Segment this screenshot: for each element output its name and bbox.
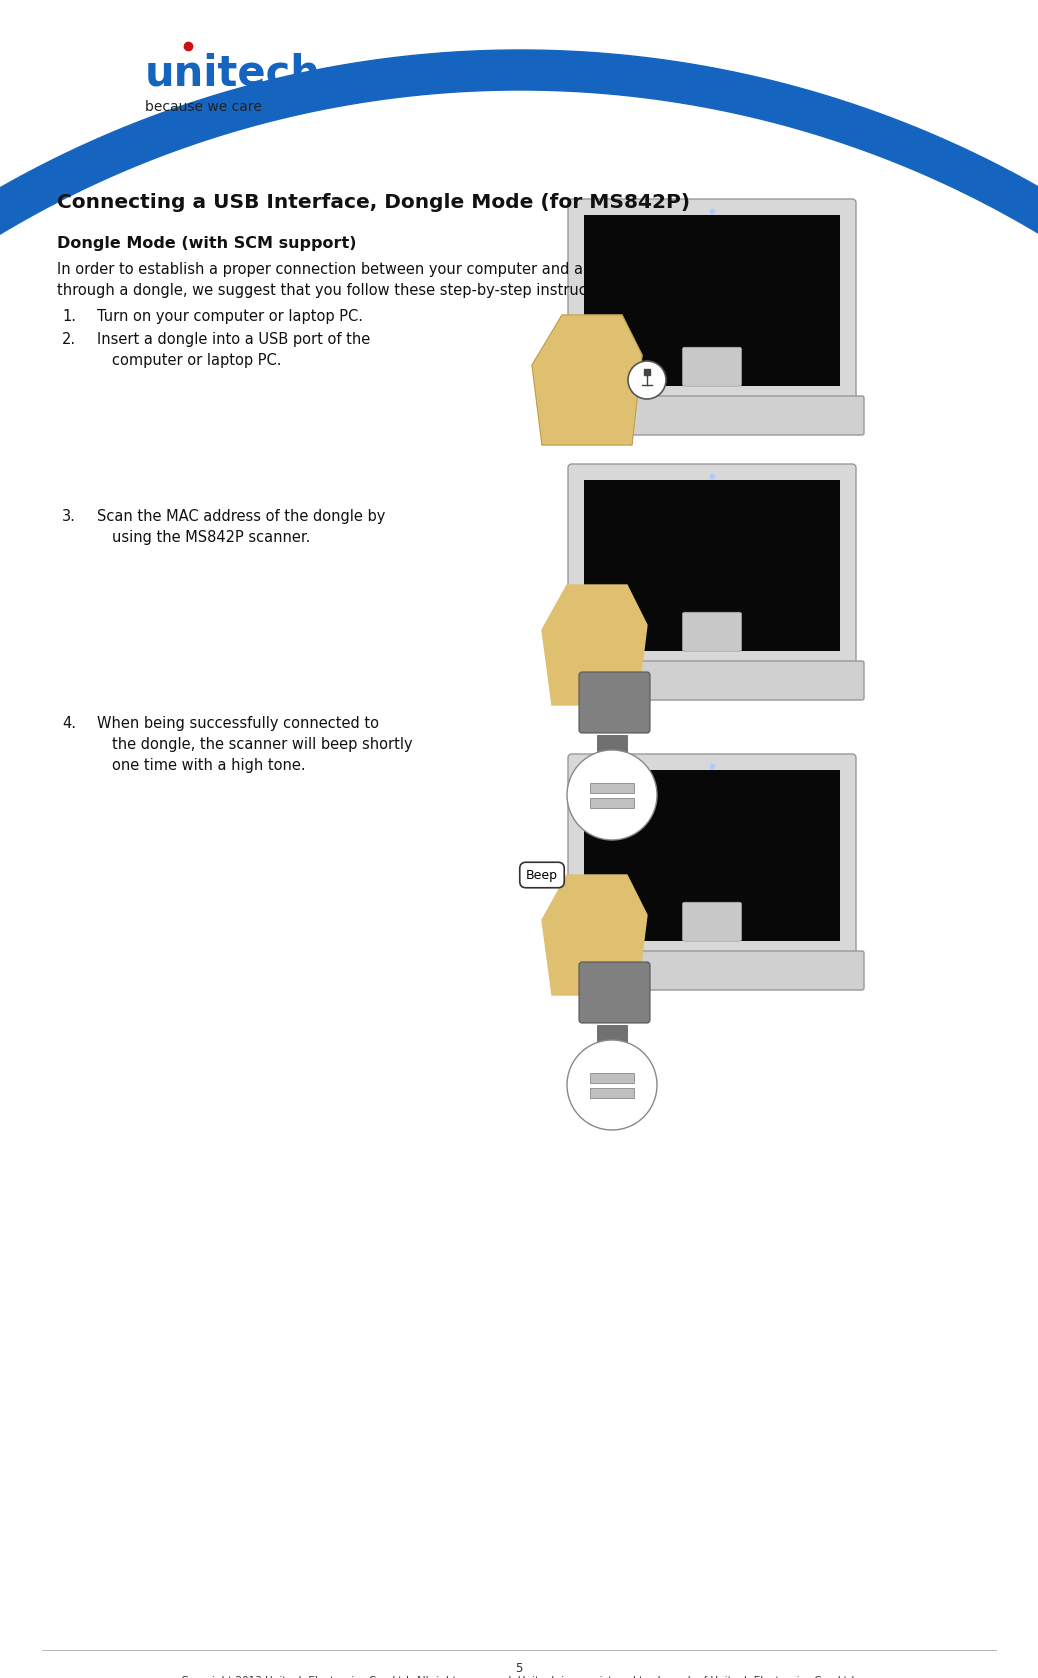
Text: Turn on your computer or laptop PC.: Turn on your computer or laptop PC. [97,309,363,324]
Text: Copyright 2013 Unitech Electronics Co., Ltd. All rights reserved. Unitech is a r: Copyright 2013 Unitech Electronics Co., … [181,1676,857,1678]
FancyBboxPatch shape [568,200,856,403]
Ellipse shape [567,1040,657,1129]
Text: Connecting a USB Interface, Dongle Mode (for MS842P): Connecting a USB Interface, Dongle Mode … [57,193,690,211]
FancyBboxPatch shape [568,465,856,666]
Bar [592,953,612,961]
FancyBboxPatch shape [579,961,650,1024]
Bar [597,735,627,770]
Text: because we care: because we care [145,101,262,114]
Text: 2.: 2. [62,332,76,347]
FancyBboxPatch shape [683,903,741,941]
FancyBboxPatch shape [559,661,864,700]
Text: through a dongle, we suggest that you follow these step-by-step instructions:: through a dongle, we suggest that you fo… [57,284,628,299]
Text: Scan the MAC address of the dongle by: Scan the MAC address of the dongle by [97,508,385,524]
Polygon shape [542,874,647,995]
FancyBboxPatch shape [683,347,741,386]
Text: 4.: 4. [62,717,76,732]
Text: Beep: Beep [526,869,558,881]
Bar [584,480,840,651]
FancyBboxPatch shape [559,951,864,990]
Ellipse shape [628,361,666,399]
Text: one time with a high tone.: one time with a high tone. [112,758,305,774]
Text: Dongle Mode (with SCM support): Dongle Mode (with SCM support) [57,237,356,252]
Bar [592,663,612,671]
Bar [590,799,634,809]
Polygon shape [532,315,641,445]
Text: unitech: unitech [145,54,321,96]
FancyBboxPatch shape [683,612,741,651]
Bar [584,215,840,386]
Text: using the MS842P scanner.: using the MS842P scanner. [112,530,310,545]
Polygon shape [542,586,647,705]
Text: 5: 5 [515,1661,523,1675]
Bar [597,1025,627,1060]
Bar [584,770,840,941]
FancyBboxPatch shape [559,396,864,435]
Ellipse shape [567,750,657,841]
Text: In order to establish a proper connection between your computer and a scanner: In order to establish a proper connectio… [57,262,647,277]
Text: 3.: 3. [62,508,76,524]
Polygon shape [0,50,1038,326]
Bar [590,1072,634,1082]
Bar [590,1087,634,1097]
FancyBboxPatch shape [568,753,856,956]
Bar [590,784,634,794]
Text: the dongle, the scanner will beep shortly: the dongle, the scanner will beep shortl… [112,737,413,752]
Text: Insert a dongle into a USB port of the: Insert a dongle into a USB port of the [97,332,371,347]
FancyBboxPatch shape [579,671,650,733]
Text: When being successfully connected to: When being successfully connected to [97,717,379,732]
Text: 1.: 1. [62,309,76,324]
Text: computer or laptop PC.: computer or laptop PC. [112,352,281,367]
Bar [592,398,612,406]
